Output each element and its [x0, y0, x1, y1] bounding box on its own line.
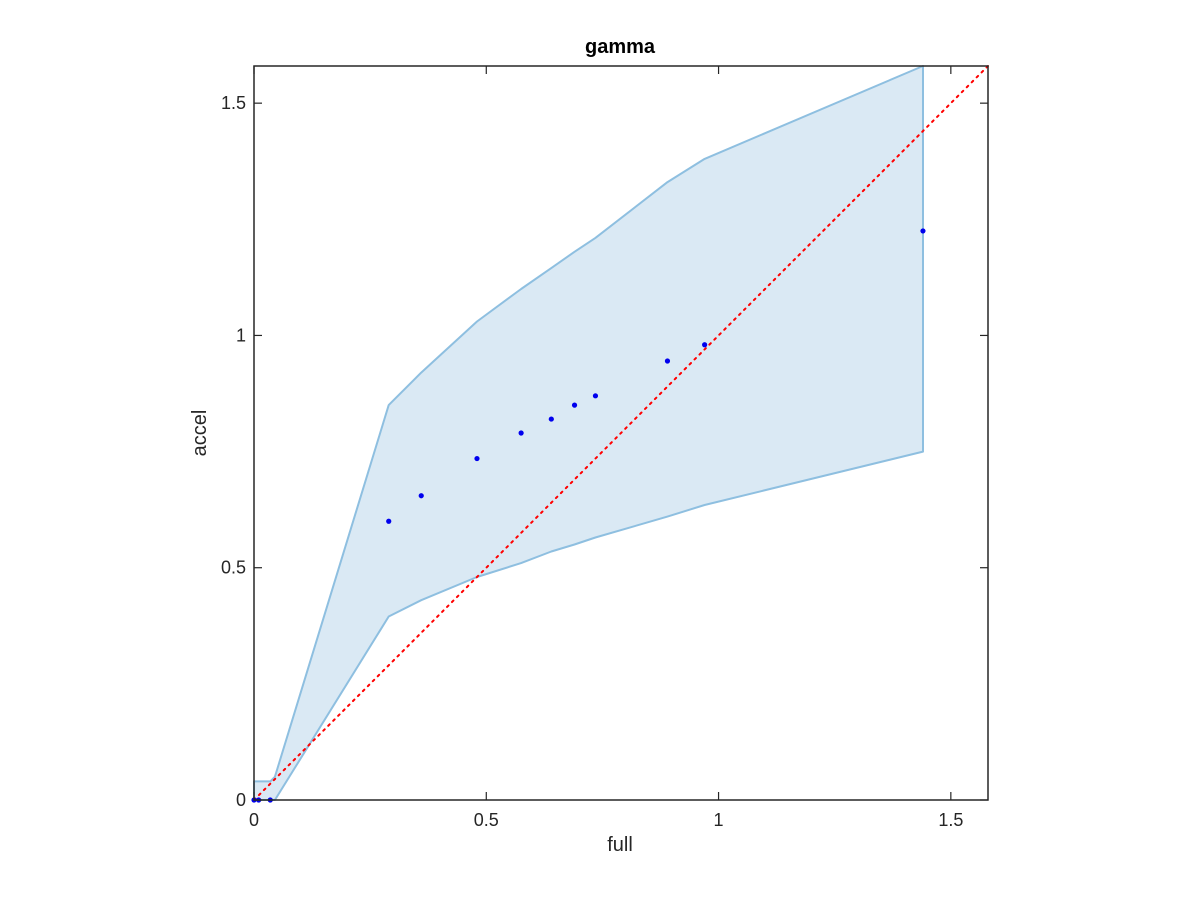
- x-tick-label: 1.5: [938, 810, 963, 830]
- y-tick-label: 0.5: [221, 558, 246, 578]
- x-tick-label: 0: [249, 810, 259, 830]
- data-point: [386, 518, 392, 524]
- data-point: [702, 342, 708, 348]
- reference-line: [253, 65, 989, 801]
- x-tick-label: 0.5: [474, 810, 499, 830]
- x-tick-label: 1: [714, 810, 724, 830]
- y-tick-label: 1: [236, 325, 246, 345]
- y-tick-label: 1.5: [221, 93, 246, 113]
- y-tick-label: 0: [236, 790, 246, 810]
- chart-title: gamma: [585, 36, 656, 58]
- y-axis-label: accel: [189, 410, 211, 457]
- confidence-band: [253, 65, 924, 801]
- data-point: [920, 228, 926, 234]
- plot-area: 0 0.5 1 1.5 0 0.5 1 1.5: [221, 65, 989, 830]
- data-point: [548, 416, 554, 422]
- data-point: [592, 393, 599, 399]
- data-point: [664, 358, 671, 364]
- data-point: [474, 455, 480, 462]
- data-point: [571, 402, 578, 408]
- data-point: [418, 493, 424, 499]
- x-axis-label: full: [607, 834, 633, 856]
- axes-box: [253, 65, 989, 801]
- data-point: [518, 430, 524, 436]
